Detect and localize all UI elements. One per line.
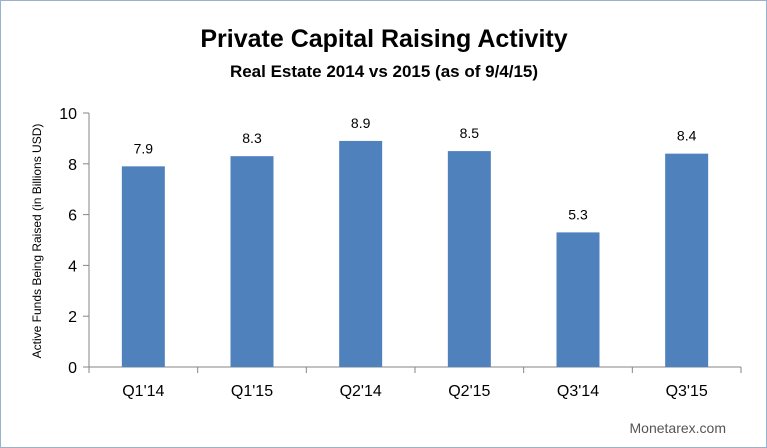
plot-area: 0 2 4 6 8 10 7.9 Q1'14 8.3 Q1'15 8.9 Q2'14 8.5 Q2'15 5… bbox=[59, 106, 742, 400]
y-tick-label: 2 bbox=[68, 309, 77, 326]
y-axis-label: Active Funds Being Raised (in Billions U… bbox=[30, 124, 44, 359]
bar bbox=[665, 153, 709, 367]
x-tick-label: Q1'15 bbox=[231, 383, 273, 400]
source-credit: Monetarex.com bbox=[630, 420, 726, 436]
chart-subtitle: Real Estate 2014 vs 2015 (as of 9/4/15) bbox=[230, 62, 538, 81]
data-label: 8.9 bbox=[351, 115, 371, 131]
bar bbox=[447, 151, 491, 367]
x-tick-label: Q2'14 bbox=[340, 383, 382, 400]
y-tick-label: 6 bbox=[68, 208, 77, 225]
x-tick-label: Q3'15 bbox=[666, 383, 708, 400]
x-tick-label: Q1'14 bbox=[122, 383, 164, 400]
y-tick-label: 10 bbox=[59, 106, 77, 123]
x-tick-label: Q2'15 bbox=[448, 383, 490, 400]
data-label: 8.5 bbox=[460, 125, 480, 141]
bar bbox=[121, 166, 165, 367]
data-label: 8.4 bbox=[677, 128, 697, 144]
y-tick-label: 4 bbox=[68, 258, 77, 275]
bar bbox=[556, 232, 600, 367]
chart-title: Private Capital Raising Activity bbox=[200, 25, 567, 53]
bar bbox=[339, 140, 383, 367]
data-label: 5.3 bbox=[568, 206, 588, 222]
x-tick-label: Q3'14 bbox=[557, 383, 599, 400]
y-tick-label: 0 bbox=[68, 360, 77, 377]
y-tick-label: 8 bbox=[68, 157, 77, 174]
data-label: 7.9 bbox=[134, 140, 154, 156]
bar bbox=[230, 156, 274, 367]
data-label: 8.3 bbox=[242, 130, 262, 146]
